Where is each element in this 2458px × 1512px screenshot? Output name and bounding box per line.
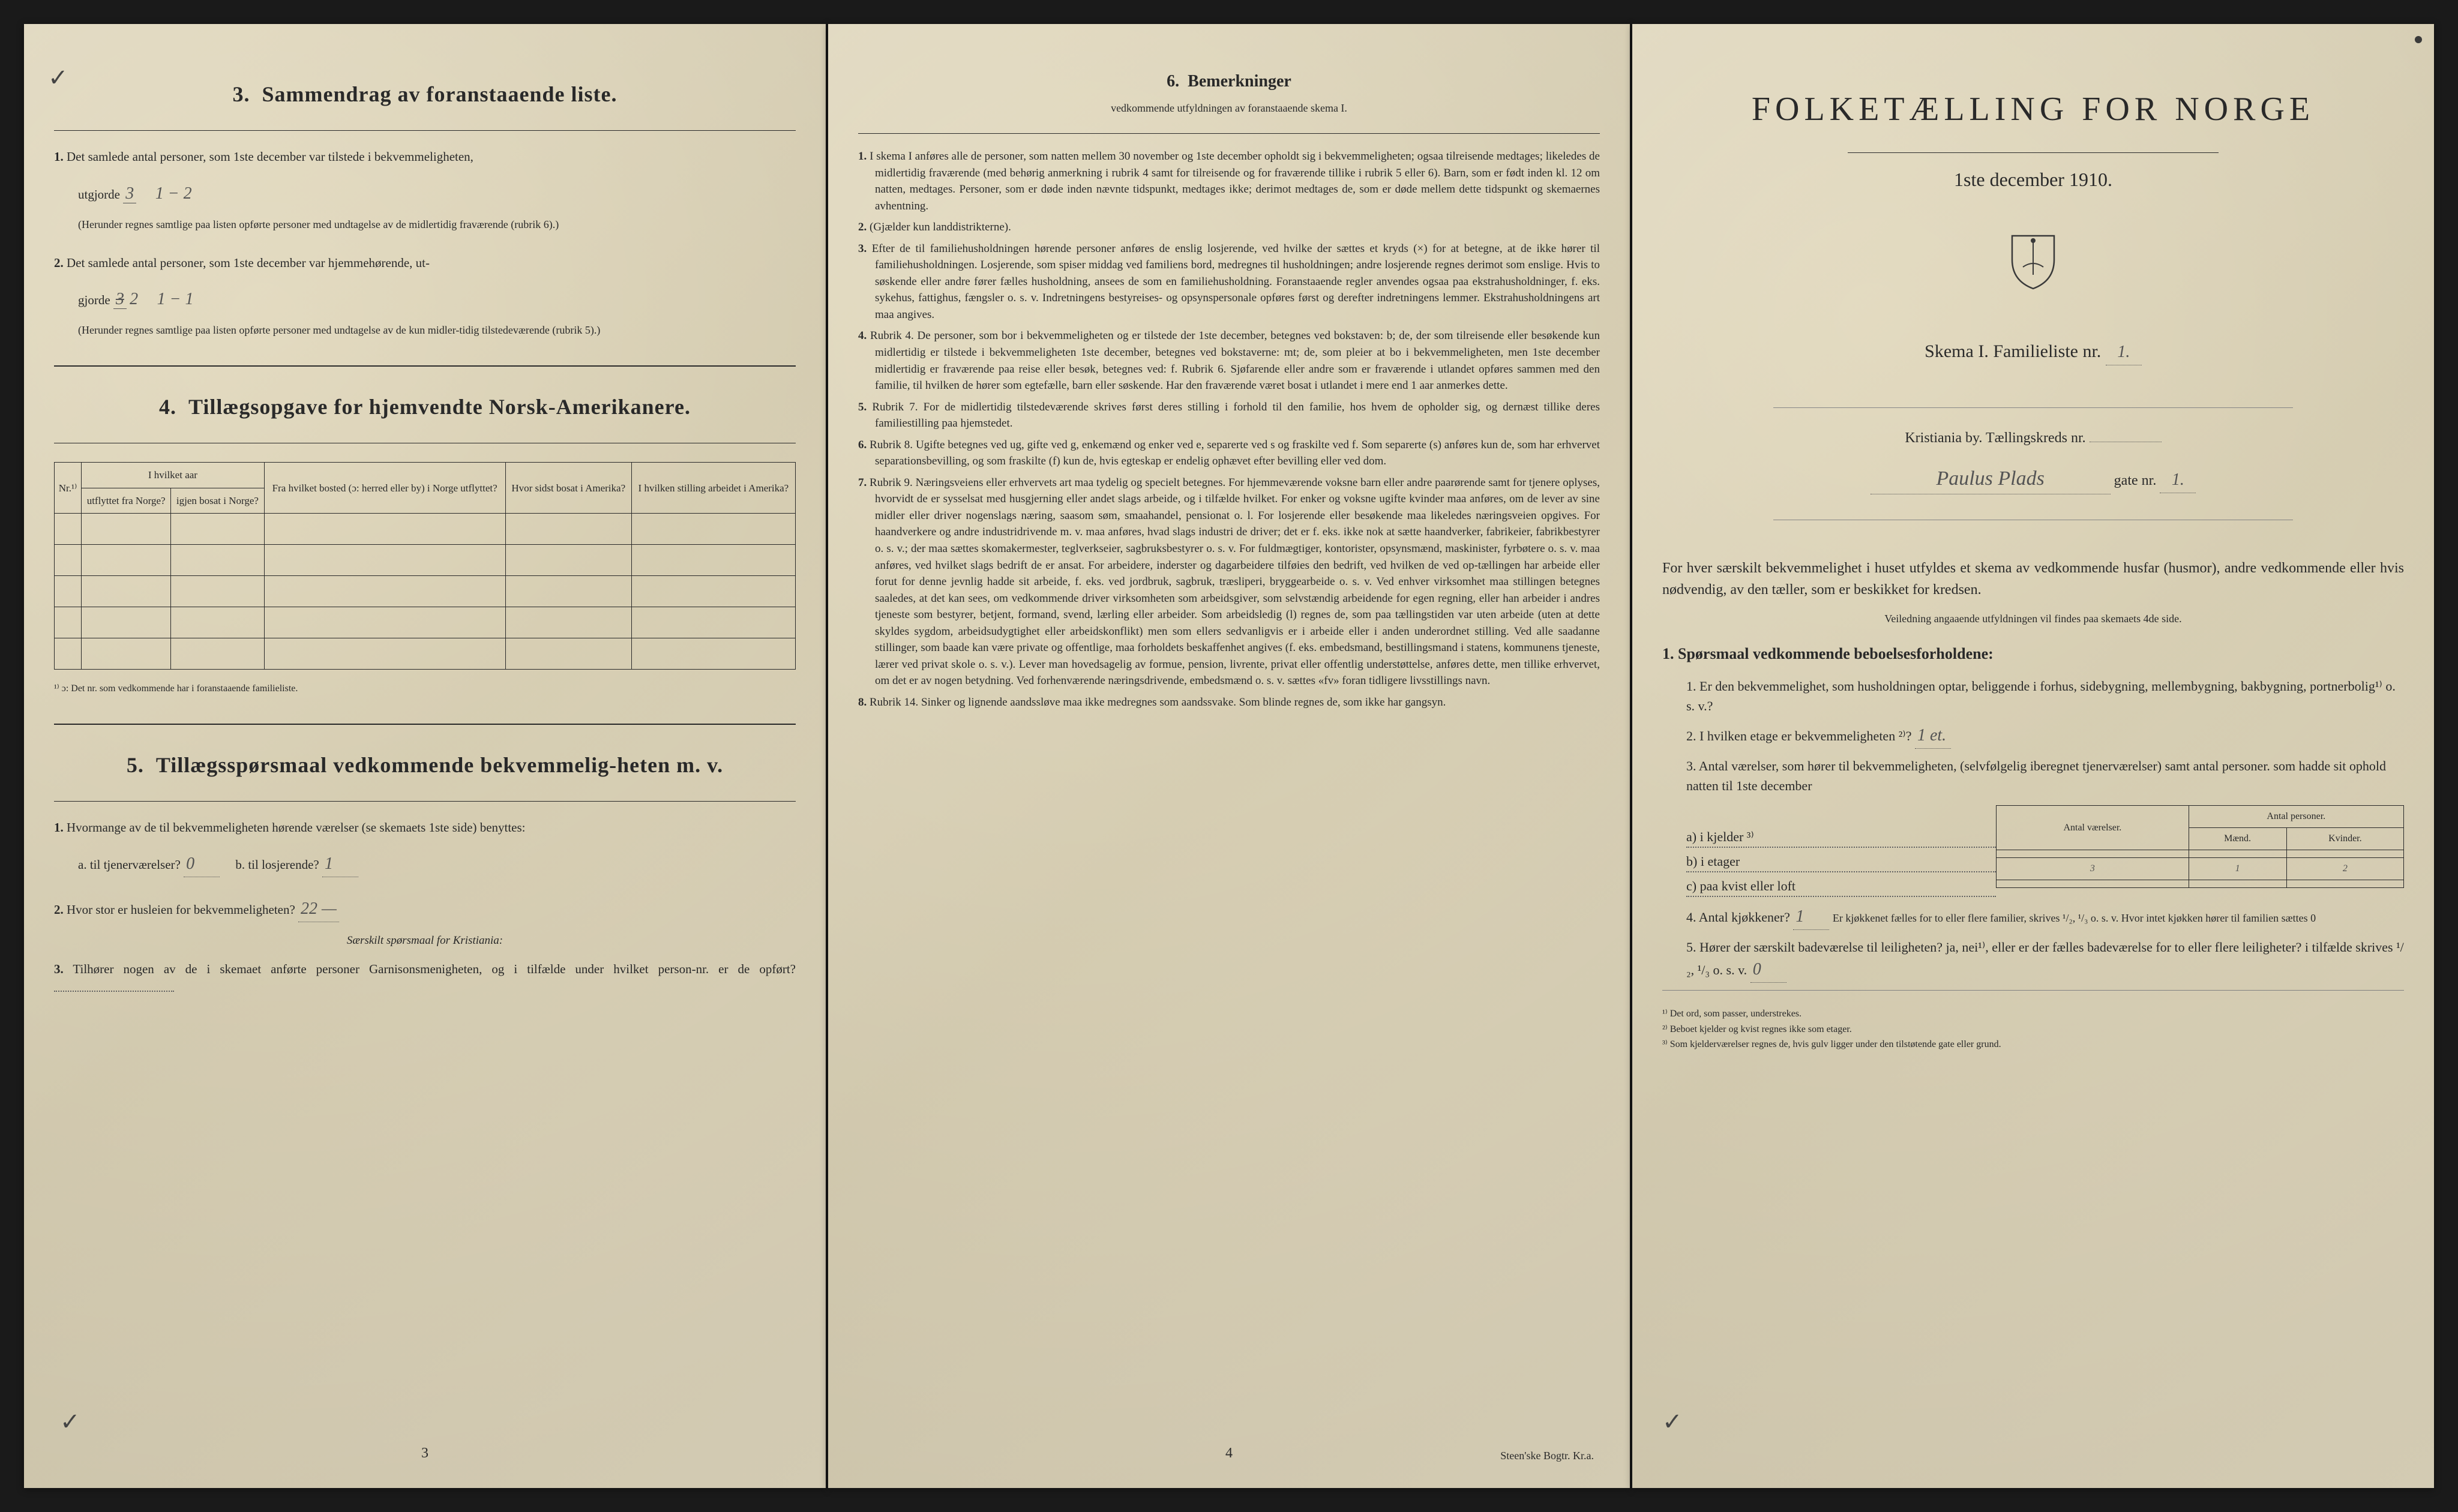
field-tjener: 0 (184, 851, 220, 877)
table-row (55, 607, 796, 638)
table-row (55, 576, 796, 607)
skema-line: Skema I. Familieliste nr. 1. (1662, 338, 2404, 365)
page-4: 6. Bemerkninger vedkommende utfyldningen… (828, 24, 1630, 1488)
field-gate-nr: 1. (2160, 467, 2196, 493)
s3-item2: 2. Det samlede antal personer, som 1ste … (54, 254, 796, 273)
table-row (55, 514, 796, 545)
main-title: FOLKETÆLLING FOR NORGE (1662, 84, 2404, 134)
page-number: 3 (24, 1442, 826, 1464)
section-6-heading: 6. Bemerkninger (858, 69, 1600, 94)
table-row (55, 545, 796, 576)
checkmark: ✓ (48, 60, 68, 96)
amerika-table: Nr.¹⁾ I hvilket aar Fra hvilket bosted (… (54, 462, 796, 670)
table-row (55, 638, 796, 670)
field-tilstede-count: 3 (123, 184, 136, 203)
checkmark: ✓ (60, 1404, 80, 1440)
printer-mark: Steen'ske Bogtr. Kr.a. (1500, 1448, 1594, 1464)
field-etage: 1 et. (1915, 723, 1951, 749)
page-3: ✓ 3.Sammendrag av foranstaaende liste. 1… (24, 24, 826, 1488)
field-kjokken: 1 (1793, 904, 1829, 930)
section-3-heading: 3.Sammendrag av foranstaaende liste. (54, 78, 796, 110)
table-row (1997, 880, 2404, 888)
spoersmaal-heading: 1. Spørsmaal vedkommende beboelsesforhol… (1662, 642, 2404, 665)
page-cover: FOLKETÆLLING FOR NORGE 1ste december 191… (1632, 24, 2434, 1488)
field-hjemme-strike: 3 (113, 290, 127, 309)
field-familieliste-nr: 1. (2106, 340, 2142, 365)
section-4-heading: 4.Tillægsopgave for hjemvendte Norsk-Ame… (54, 391, 796, 423)
coat-of-arms-icon (1662, 230, 2404, 308)
footnotes: ¹⁾ Det ord, som passer, understrekes. ²⁾… (1662, 1006, 2404, 1052)
remarks-list: 1. I skema I anføres alle de personer, s… (858, 143, 1600, 1464)
census-date: 1ste december 1910. (1662, 165, 2404, 194)
field-hjemme-count: 2 (130, 290, 138, 308)
checkmark: ✓ (1662, 1404, 1683, 1440)
table-row (1997, 850, 2404, 858)
intro-text: For hver særskilt bekvemmelighet i huset… (1662, 557, 2404, 601)
field-losjerende: 1 (322, 851, 358, 877)
s3-item1: 1. Det samlede antal personer, som 1ste … (54, 148, 796, 167)
field-bad: 0 (1750, 957, 1786, 983)
section-5-heading: 5.Tillægsspørsmaal vedkommende bekvemmel… (54, 749, 796, 781)
field-gate-name: Paulus Plads (1871, 463, 2111, 494)
census-document: ✓ 3.Sammendrag av foranstaaende liste. 1… (24, 24, 2434, 1488)
rooms-table: Antal værelser. Antal personer. Mænd. Kv… (1996, 805, 2404, 888)
table-row: 3 1 2 (1997, 858, 2404, 880)
field-husleie: 22 — (298, 896, 339, 922)
